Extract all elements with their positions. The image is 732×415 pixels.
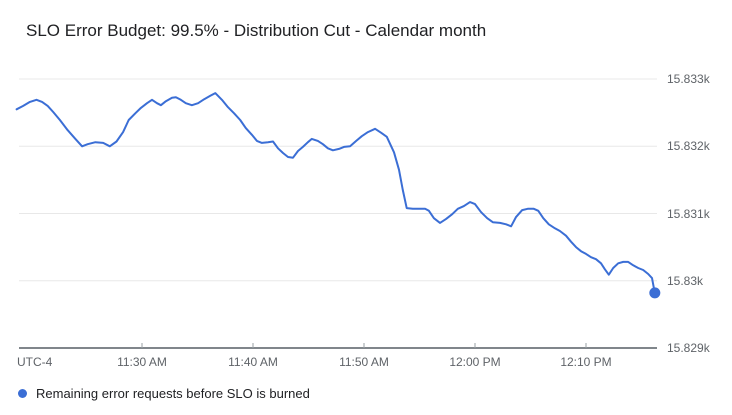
y-axis-tick-label: 15.829k <box>667 341 710 355</box>
x-axis-tick-label: 12:00 PM <box>449 355 501 369</box>
y-axis-tick-label: 15.831k <box>667 206 710 221</box>
legend-dot-icon <box>18 388 27 398</box>
x-axis-timezone-label: UTC-4 <box>17 355 53 369</box>
legend-item[interactable]: Remaining error requests before SLO is b… <box>18 385 310 401</box>
series-line <box>15 92 656 294</box>
series-end-dot <box>649 287 661 299</box>
y-axis-tick-label: 15.833k <box>667 72 710 86</box>
x-axis-tick-label: 11:40 AM <box>228 355 278 369</box>
x-axis-tick-label: 11:30 AM <box>117 355 167 369</box>
legend-label: Remaining error requests before SLO is b… <box>36 385 310 401</box>
x-axis-tick-label: 11:50 AM <box>339 355 389 369</box>
x-axis-tick-label: 12:10 PM <box>560 355 612 369</box>
chart-title: SLO Error Budget: 99.5% - Distribution C… <box>26 21 487 40</box>
y-axis-tick-label: 15.832k <box>667 139 710 154</box>
y-axis-tick-label: 15.83k <box>667 273 704 288</box>
